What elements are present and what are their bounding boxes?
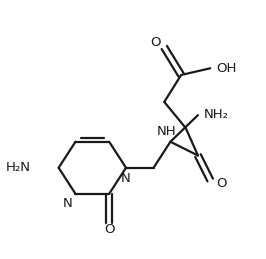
Text: NH: NH	[157, 125, 177, 138]
Text: OH: OH	[216, 62, 237, 75]
Text: N: N	[63, 197, 72, 211]
Text: NH₂: NH₂	[204, 108, 229, 121]
Text: O: O	[216, 177, 227, 190]
Text: O: O	[151, 36, 161, 49]
Text: N: N	[121, 172, 131, 185]
Text: O: O	[104, 222, 114, 236]
Text: H₂N: H₂N	[6, 161, 31, 174]
